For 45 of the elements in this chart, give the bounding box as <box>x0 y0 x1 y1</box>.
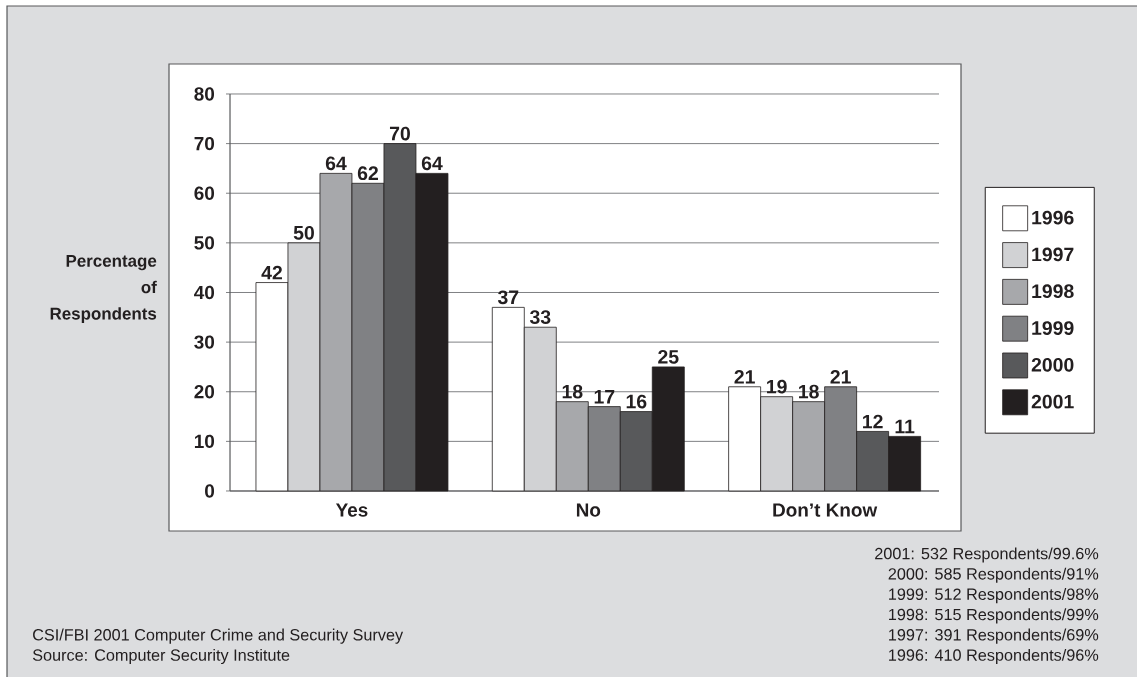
x-tick-label: Don’t Know <box>773 503 878 517</box>
y-tick-label: 10 <box>194 434 215 449</box>
data-label: 25 <box>658 349 679 364</box>
data-label: 19 <box>767 379 787 394</box>
y-tick-label: 60 <box>194 186 215 200</box>
y-tick-label: 50 <box>194 236 215 250</box>
x-tick-label: Yes <box>335 503 368 517</box>
data-label: 37 <box>497 290 519 305</box>
legend-label: 2000 <box>1031 357 1074 372</box>
text: 1996: 410 Respondents/96% <box>889 648 1099 665</box>
data-label: 18 <box>562 384 583 399</box>
source-note: Source: Computer Security Institute <box>32 648 290 665</box>
text: 1997: 391 Respondents/69% <box>889 628 1099 644</box>
data-label: 16 <box>626 394 647 409</box>
data-label: 70 <box>389 126 410 141</box>
y-tick-label: 0 <box>205 484 215 498</box>
x-tick-label: No <box>576 503 601 517</box>
y-axis-title: Percentage of Respondents <box>50 255 157 323</box>
data-label: 17 <box>594 390 615 404</box>
y-tick-label: 80 <box>194 87 215 101</box>
legend-label: 1996 <box>1032 210 1074 225</box>
text: 2001: 532 Respondents/99.6% <box>875 547 1099 563</box>
legend-label: 1999 <box>1032 321 1074 335</box>
data-label: 33 <box>529 310 551 325</box>
text: CSI/FBI 2001 Computer Crime and Security Survey <box>33 628 404 644</box>
legend-label: 2001 <box>1031 394 1074 409</box>
legend-label: 1998 <box>1032 284 1074 299</box>
data-label: 62 <box>357 166 378 181</box>
text: 2000: 585 Respondents/91% <box>888 567 1099 583</box>
data-label: 42 <box>261 265 282 280</box>
y-tick-label: 30 <box>194 335 215 349</box>
data-label: 11 <box>895 419 915 434</box>
data-label: 21 <box>830 370 851 384</box>
data-label: 64 <box>421 156 443 171</box>
data-label: 21 <box>734 370 755 384</box>
data-label: 64 <box>325 156 347 171</box>
legend-label: 1997 <box>1032 247 1074 262</box>
data-label: 50 <box>293 225 314 240</box>
y-tick-label: 20 <box>194 385 215 399</box>
data-label: 12 <box>863 414 883 429</box>
data-label: 18 <box>799 384 819 399</box>
text: 1998: 515 Respondents/99% <box>889 608 1099 624</box>
y-tick-label: 40 <box>194 285 215 300</box>
y-tick-label: 70 <box>194 136 215 151</box>
text: 1999: 512 Respondents/98% <box>889 588 1099 604</box>
